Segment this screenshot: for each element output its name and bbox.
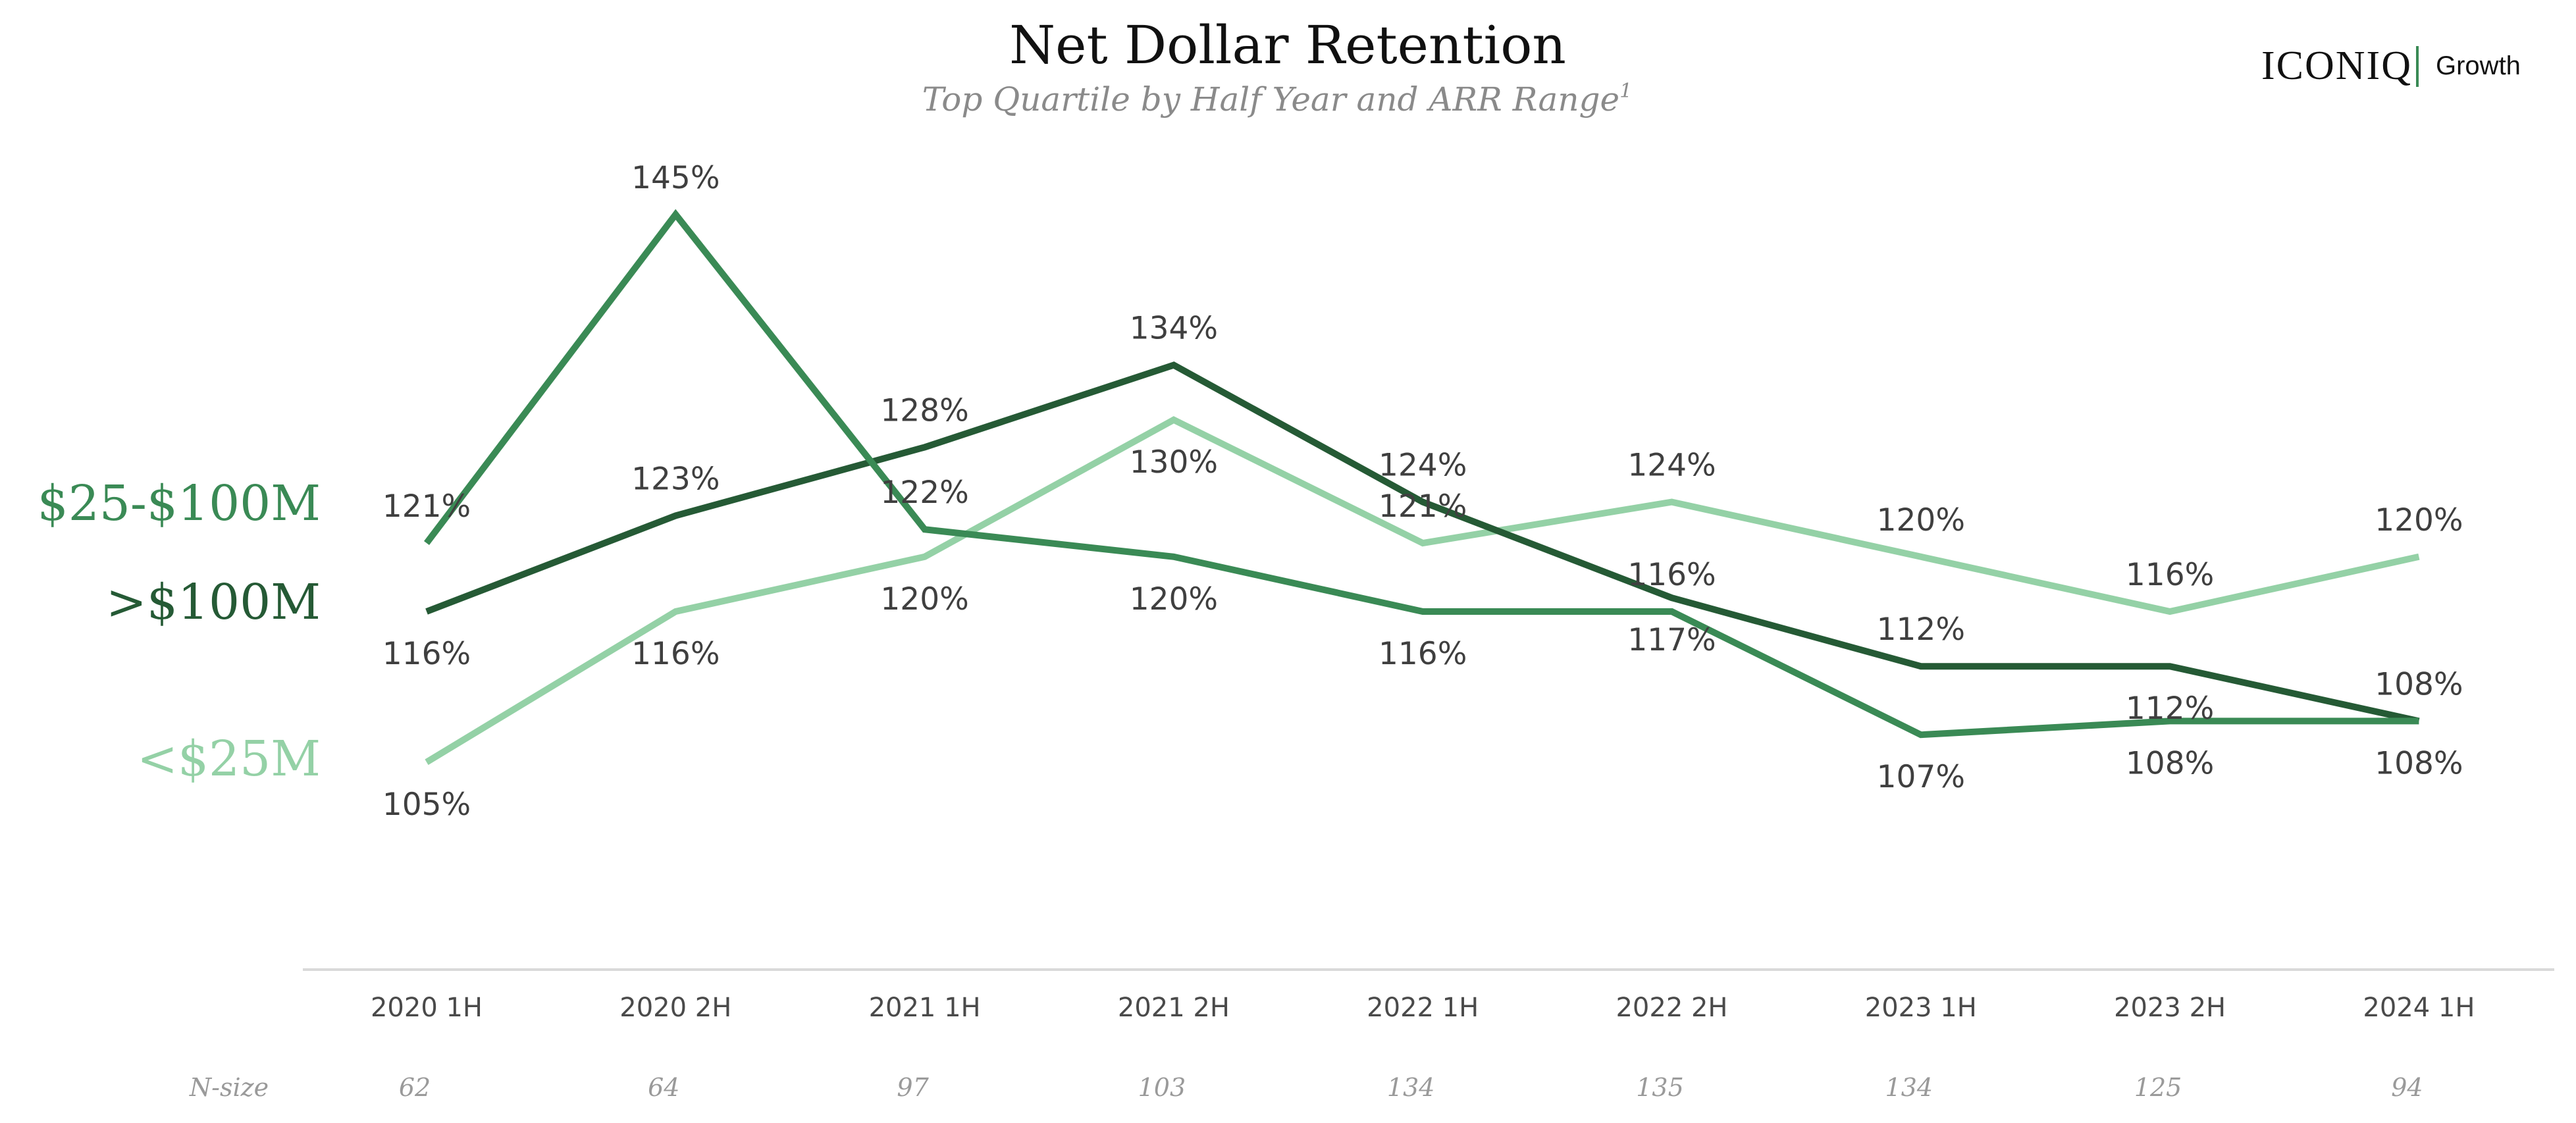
data-label: 116% [631,636,720,672]
x-tick-label: 2021 2H [1118,993,1230,1023]
data-label: 145% [631,160,720,196]
logo-wordmark: ICONIQ [2261,43,2412,88]
series-line-0 [424,209,2419,739]
data-label: 120% [2375,502,2463,538]
data-label: 105% [382,787,471,823]
data-label: 120% [1877,502,1965,538]
data-label: 128% [880,392,968,429]
data-label: 124% [1627,448,1716,484]
chart-subtitle: Top Quartile by Half Year and ARR Range [922,80,1619,118]
series-lines [424,209,2420,766]
x-tick-label: 2022 1H [1367,993,1479,1023]
n-size-value: 94 [2391,1073,2423,1102]
data-label: 116% [2126,557,2214,593]
data-label: 130% [1130,444,1218,481]
x-tick-label: 2020 2H [619,993,731,1023]
logo-subtext: Growth [2436,51,2521,80]
x-tick-label: 2023 1H [1865,993,1977,1023]
x-tick-label: 2024 1H [2363,993,2475,1023]
data-label: 121% [382,488,471,525]
data-label: 116% [1379,636,1467,672]
legend-entry: <$25M [137,731,321,787]
n-size-value: 135 [1636,1073,1684,1102]
data-label: 134% [1130,311,1218,347]
series-line-2 [425,416,2420,766]
x-axis-ticks: 2020 1H 2020 2H 2021 1H 2021 2H 2022 1H 2022 … [371,993,2475,1023]
data-label: 108% [2126,745,2214,781]
data-label: 108% [2375,666,2463,702]
n-size-value: 134 [1885,1073,1933,1102]
logo-divider [2416,46,2419,87]
data-label: 124% [1379,448,1467,484]
data-label: 122% [880,475,968,511]
data-label: 116% [1627,557,1716,593]
n-size-value: 97 [897,1073,929,1102]
data-label: 123% [631,461,720,497]
legend-entry: $25-$100M [38,475,321,532]
n-size-label: N-size [189,1073,269,1102]
chart-subtitle-line: Top Quartile by Half Year and ARR Range1 [922,80,1632,118]
x-tick-label: 2021 1H [869,993,981,1023]
data-label: 121% [1379,488,1467,525]
n-size-value: 134 [1387,1073,1435,1102]
x-tick-label: 2023 2H [2114,993,2226,1023]
n-size-value: 125 [2134,1073,2182,1102]
chart-title: Net Dollar Retention [1009,14,1566,76]
data-label: 112% [1877,612,1965,648]
data-label: 117% [1627,622,1716,658]
series-legend: $25-$100M >$100M <$25M [38,475,321,787]
n-size-value: 103 [1138,1073,1186,1102]
legend-entry: >$100M [106,574,321,631]
data-labels: 121% 145% 122% 120% 116% 116% 107% 108% 108% 116%… [382,160,2463,823]
n-size-value: 62 [399,1073,431,1102]
data-label: 112% [2126,691,2214,727]
brand-logo: ICONIQ Growth [2261,43,2521,88]
data-label: 107% [1877,759,1965,795]
x-tick-label: 2022 2H [1616,993,1727,1023]
data-label: 116% [382,636,471,672]
x-tick-label: 2020 1H [371,993,483,1023]
data-label: 120% [1130,581,1218,617]
n-size-row: 62 64 97 103 134 135 134 125 94 [399,1073,2423,1102]
data-label: 120% [880,581,968,617]
data-label: 108% [2375,745,2463,781]
n-size-value: 64 [648,1073,679,1102]
series-line-1 [425,361,2420,725]
subtitle-footnote-marker: 1 [1619,80,1632,103]
